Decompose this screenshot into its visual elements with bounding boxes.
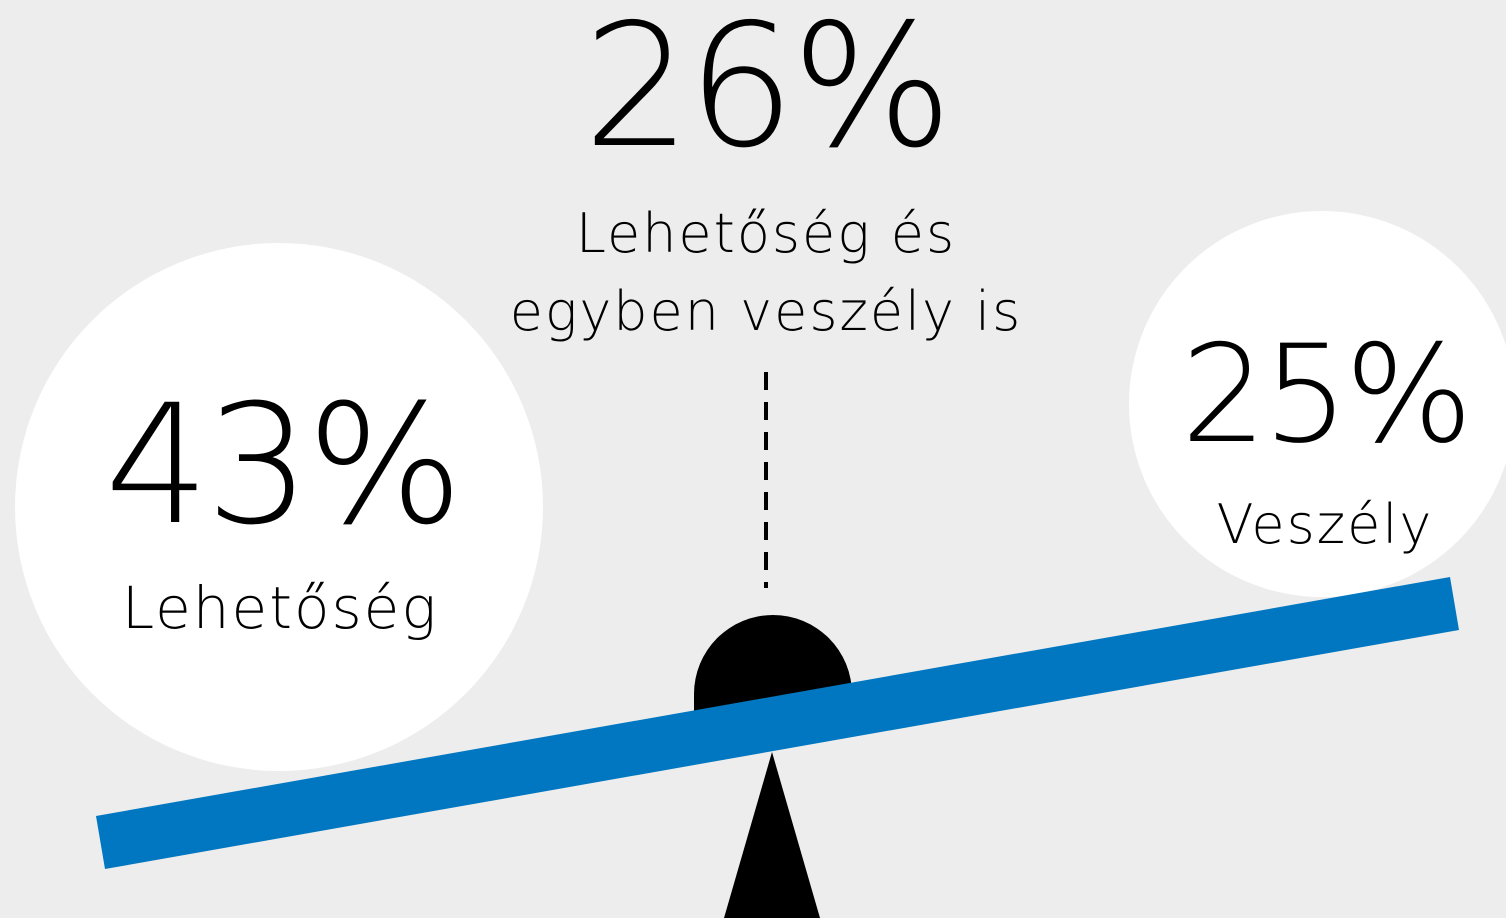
- right-value: 25%: [1181, 316, 1469, 473]
- right-label: Veszély: [1217, 493, 1434, 556]
- center-caption: egyben veszély is: [510, 280, 1023, 343]
- left-label: Lehetőség: [122, 574, 438, 642]
- seesaw-beam: [96, 577, 1459, 869]
- center-caption: Lehetőség és: [576, 202, 956, 265]
- fulcrum-base: [724, 752, 820, 918]
- right-circle: [1129, 211, 1506, 597]
- left-value: 43%: [105, 369, 460, 561]
- left-circle: [15, 243, 543, 771]
- center-value: 26%: [583, 0, 949, 186]
